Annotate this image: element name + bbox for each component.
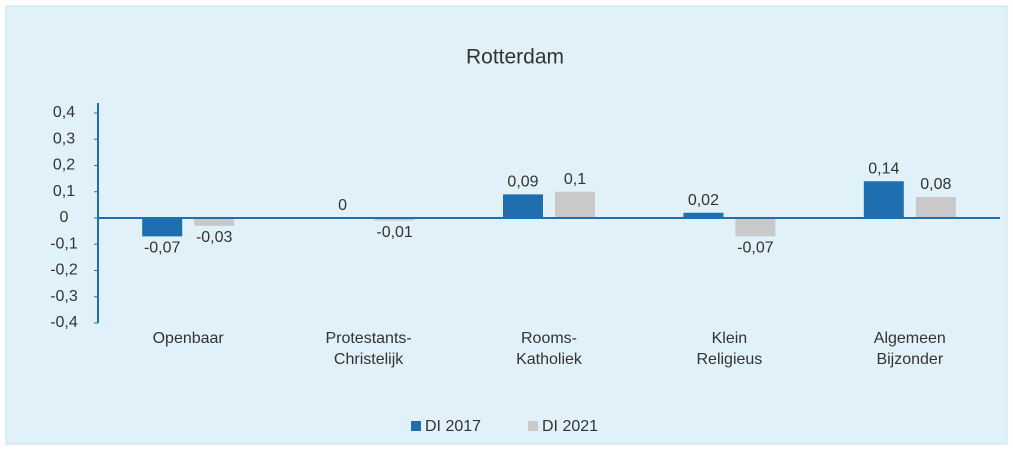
y-tick-label: -0,2	[50, 262, 78, 279]
x-tick-label: Protestants- Christelijk	[325, 330, 412, 368]
legend-swatch	[411, 421, 421, 431]
bar	[915, 197, 956, 218]
y-tick-label: 0,2	[53, 157, 75, 174]
bar	[194, 218, 235, 226]
data-label: 0,02	[688, 192, 719, 209]
data-label: 0,1	[564, 171, 586, 188]
bar	[735, 218, 776, 237]
data-label: 0,09	[507, 174, 538, 191]
x-tick-label: Algemeen Bijzonder	[873, 330, 946, 368]
bar	[555, 191, 595, 218]
data-label: -0,07	[144, 240, 181, 257]
y-tick-label: 0,1	[53, 183, 75, 200]
x-tick-label: Openbaar	[152, 330, 224, 347]
bar	[683, 212, 724, 218]
y-tick-label: 0,4	[53, 104, 75, 121]
data-label: -0,07	[737, 240, 774, 257]
data-label: -0,03	[196, 229, 233, 246]
bar	[863, 181, 904, 218]
legend-label: DI 2017	[425, 418, 481, 435]
x-tick-label: Rooms- Katholiek	[516, 330, 582, 368]
y-tick-label: -0,4	[50, 314, 78, 331]
bar	[374, 218, 415, 221]
y-tick-label: 0	[60, 209, 69, 226]
y-tick-label: 0,3	[53, 130, 75, 147]
x-tick-label: Klein Religieus	[696, 330, 763, 368]
data-label: 0,14	[868, 160, 899, 177]
legend-label: DI 2021	[542, 418, 598, 435]
bar	[142, 218, 183, 237]
legend-swatch	[528, 421, 538, 431]
data-label: 0,08	[920, 176, 951, 193]
y-tick-label: -0,3	[50, 288, 78, 305]
y-tick-label: -0,1	[50, 235, 78, 252]
data-label: 0	[338, 197, 347, 214]
bar	[503, 194, 543, 218]
chart-title: Rotterdam	[466, 46, 564, 69]
data-label: -0,01	[376, 224, 413, 241]
